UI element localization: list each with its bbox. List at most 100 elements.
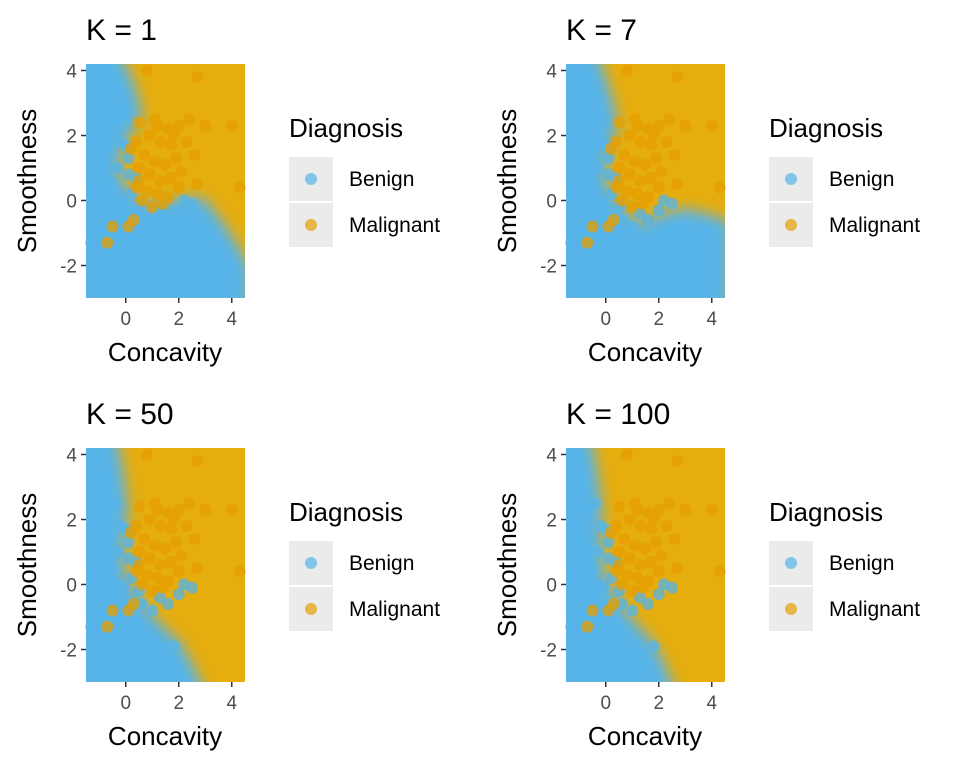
x-tick-label: 0 — [600, 693, 611, 714]
data-point-benign — [570, 136, 583, 148]
legend: Diagnosis Benign Malignant — [289, 113, 440, 247]
data-point-benign — [597, 581, 610, 594]
data-point-benign — [602, 256, 615, 269]
data-point-malignant — [634, 520, 647, 532]
axes: 0 2 4 -2 0 2 4 — [60, 446, 237, 715]
data-point-malignant — [613, 175, 625, 187]
data-point-benign — [88, 184, 100, 197]
data-point-malignant — [652, 503, 665, 516]
y-tick-label: 0 — [66, 192, 77, 213]
y-tick-label: 2 — [66, 127, 77, 148]
data-point-benign — [589, 650, 602, 662]
data-point-benign — [583, 178, 596, 191]
data-point-benign — [602, 168, 615, 181]
data-point-malignant — [146, 201, 159, 213]
data-point-malignant — [623, 129, 636, 142]
data-point-benign — [581, 119, 594, 132]
data-point-benign — [162, 214, 175, 226]
data-point-malignant — [148, 155, 161, 168]
data-point-malignant — [148, 113, 161, 126]
data-point-malignant — [636, 581, 649, 594]
legend-label-benign: Benign — [829, 168, 894, 191]
y-tick-label: 0 — [66, 576, 77, 597]
points — [565, 64, 726, 278]
y-tick-label: -2 — [540, 641, 557, 662]
data-point-benign — [565, 236, 578, 249]
data-point-malignant — [586, 604, 599, 617]
data-point-malignant — [639, 542, 652, 555]
data-point-benign — [90, 136, 103, 148]
data-point-malignant — [615, 578, 628, 591]
data-point-malignant — [628, 113, 641, 126]
legend-marker-benign — [305, 557, 317, 569]
data-point-benign — [602, 152, 615, 165]
data-point-malignant — [647, 513, 660, 526]
y-tick-label: 0 — [546, 192, 557, 213]
x-tick-label: 4 — [706, 693, 717, 714]
data-point-benign — [154, 591, 167, 604]
data-point-malignant — [623, 513, 636, 526]
axes: 0 2 4 -2 0 2 4 — [60, 62, 237, 331]
data-point-malignant — [628, 539, 641, 552]
data-point-malignant — [225, 503, 238, 516]
y-axis-title: Smoothness — [492, 493, 522, 638]
data-point-malignant — [143, 513, 156, 526]
data-point-malignant — [164, 171, 177, 184]
data-point-malignant — [705, 119, 718, 132]
y-tick-label: 4 — [546, 446, 557, 467]
data-point-malignant — [581, 236, 594, 249]
data-point-benign — [575, 643, 588, 656]
data-point-malignant — [650, 536, 663, 549]
legend-marker-benign — [785, 557, 797, 569]
data-point-malignant — [613, 559, 625, 571]
data-point-malignant — [623, 168, 636, 181]
data-point-benign — [103, 178, 116, 191]
data-point-benign — [127, 617, 140, 630]
x-axis-title: Concavity — [108, 721, 222, 751]
data-point-benign — [578, 162, 591, 174]
x-axis-title: Concavity — [588, 721, 702, 751]
data-point-benign — [634, 591, 647, 604]
data-point-malignant — [183, 113, 196, 126]
data-point-malignant — [156, 581, 169, 594]
data-point-malignant — [621, 184, 633, 197]
x-axis-title: Concavity — [108, 337, 222, 367]
data-point-malignant — [140, 184, 153, 197]
data-point-malignant — [156, 197, 169, 210]
data-point-benign — [109, 650, 122, 662]
legend-marker-malignant — [305, 603, 317, 615]
y-tick-label: 2 — [66, 511, 77, 532]
data-point-malignant — [175, 165, 188, 178]
data-point-malignant — [631, 572, 644, 584]
data-point-malignant — [146, 585, 159, 597]
data-point-malignant — [172, 503, 185, 516]
data-point-benign — [570, 520, 583, 532]
data-point-benign — [101, 503, 114, 516]
data-point-malignant — [626, 585, 639, 597]
data-point-benign — [98, 546, 111, 558]
data-point-benign — [117, 197, 130, 210]
data-point-malignant — [191, 455, 204, 467]
data-point-malignant — [623, 552, 636, 565]
legend: Diagnosis Benign Malignant — [289, 497, 440, 631]
data-point-benign — [85, 236, 98, 249]
data-point-malignant — [106, 220, 119, 233]
data-point-malignant — [143, 129, 156, 142]
legend-title: Diagnosis — [769, 497, 883, 527]
data-point-malignant — [679, 119, 692, 132]
data-point-malignant — [138, 533, 151, 545]
data-point-benign — [122, 256, 135, 269]
data-point-malignant — [233, 181, 246, 194]
data-point-benign — [172, 588, 185, 601]
data-point-benign — [122, 552, 135, 565]
data-point-malignant — [133, 116, 145, 129]
data-point-benign — [607, 233, 620, 246]
legend-label-malignant: Malignant — [349, 214, 440, 237]
data-point-benign — [647, 640, 660, 653]
data-point-malignant — [610, 520, 623, 532]
data-point-malignant — [151, 188, 164, 200]
legend-marker-benign — [785, 173, 797, 185]
data-point-benign — [581, 503, 594, 516]
data-point-benign — [95, 152, 108, 165]
